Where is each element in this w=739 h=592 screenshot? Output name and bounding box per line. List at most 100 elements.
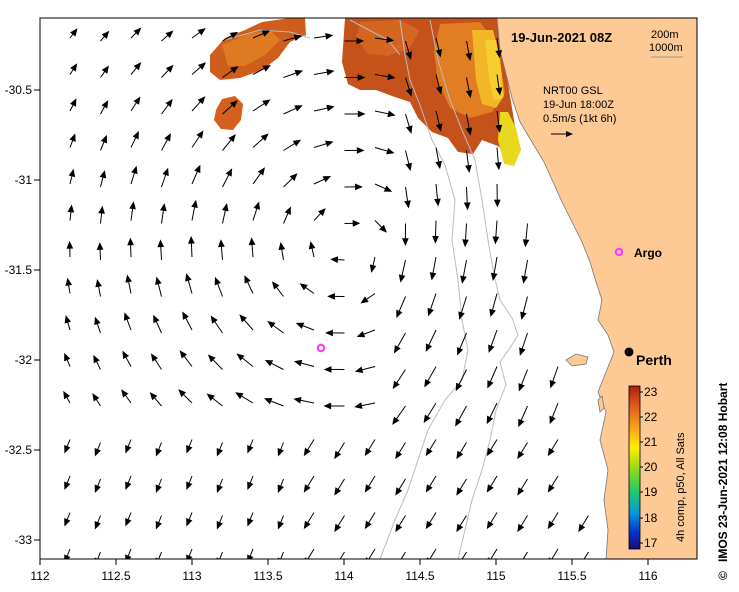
current-vector-head — [423, 414, 431, 424]
current-vector-head — [317, 208, 326, 217]
x-tick-label: 114 — [334, 569, 353, 583]
current-vector-head — [197, 62, 207, 70]
current-vector-head — [432, 235, 439, 244]
current-vector-head — [70, 63, 78, 72]
current-vector-head — [396, 309, 403, 319]
current-vector-head — [125, 518, 132, 527]
current-vector-head — [334, 487, 342, 496]
current-vector-head — [495, 124, 503, 133]
current-vector-head — [521, 275, 528, 284]
current-vector-head — [495, 50, 503, 59]
current-vector-head — [356, 147, 365, 154]
y-tick-label: -30.5 — [5, 83, 33, 97]
colorbar-tick-label: 23 — [644, 385, 658, 399]
current-vector-head — [247, 481, 254, 490]
current-vector-head — [293, 397, 302, 404]
current-vector-head — [157, 239, 165, 248]
plot-frame — [39, 17, 698, 560]
current-vector-head — [395, 523, 403, 533]
current-vector-head — [179, 350, 188, 359]
current-vector-head — [64, 352, 71, 362]
current-vector-head — [186, 445, 193, 454]
current-vector-head — [228, 134, 236, 143]
current-vector-head — [379, 224, 387, 233]
current-vector-head — [492, 236, 500, 245]
current-vector-head — [165, 64, 174, 73]
current-vector-head — [323, 402, 332, 410]
current-vector-head — [293, 34, 303, 41]
current-vector-head — [518, 561, 523, 567]
current-vector-head — [578, 523, 586, 533]
y-tick-labels: -30.5 -31 -31.5 -32 -32.5 -33 — [5, 83, 33, 547]
current-vector-head — [465, 127, 473, 136]
current-vector-head — [364, 484, 372, 493]
x-axis — [39, 559, 649, 565]
current-vector-head — [188, 235, 195, 244]
current-vector-head — [194, 164, 201, 174]
current-vector-head — [456, 347, 464, 356]
sst-patches — [210, 18, 521, 166]
current-vector-head — [547, 484, 555, 493]
current-vector-head — [518, 383, 525, 392]
current-vector-head — [495, 87, 503, 96]
x-tick-labels: 112 112.5 113 113.5 114 114.5 115 115.5 … — [30, 569, 657, 583]
current-vector-head — [122, 350, 130, 360]
isobath-deep-label: 1000m — [649, 42, 683, 54]
current-vector-head — [121, 389, 129, 398]
current-vector-head — [517, 450, 525, 460]
current-time-label: 19-Jun 18:00Z — [543, 99, 614, 111]
current-vector-head — [494, 162, 502, 171]
current-vector-head — [93, 354, 100, 364]
current-vector-head — [579, 561, 584, 567]
x-tick-label: 112 — [30, 569, 49, 583]
current-vector-head — [69, 133, 76, 142]
current-vector-head — [66, 240, 74, 249]
current-vector-head — [216, 521, 223, 530]
current-vector-head — [247, 518, 254, 527]
current-vector-head — [263, 398, 273, 405]
current-vector-head — [323, 366, 332, 373]
current-vector-head — [262, 99, 271, 107]
current-vector-head — [519, 347, 526, 356]
current-vector-head — [277, 521, 284, 530]
current-vector-head — [70, 28, 78, 37]
current-vector-head — [229, 31, 239, 39]
current-vector-head — [352, 219, 361, 227]
current-vector-head — [456, 487, 464, 496]
current-vector-head — [547, 520, 555, 530]
current-vector-head — [64, 518, 71, 527]
current-vector-head — [214, 276, 221, 286]
current-vector-head — [101, 30, 110, 39]
garden-island — [597, 395, 605, 413]
current-vector-head — [463, 202, 471, 211]
current-vector-head — [155, 521, 162, 530]
current-vector-head — [216, 484, 223, 493]
current-vector-head — [221, 203, 229, 212]
current-vector-head — [308, 241, 316, 250]
y-tick-label: -31.5 — [5, 263, 33, 277]
current-vector-head — [486, 520, 494, 530]
current-vector-head — [229, 100, 238, 108]
current-vector-head — [325, 140, 334, 148]
current-vector-head — [488, 344, 495, 353]
current-vector-head — [149, 392, 158, 401]
current-vector-head — [425, 484, 433, 493]
current-vector-head — [547, 447, 555, 457]
current-vector-head — [549, 379, 557, 389]
current-vector-head — [206, 393, 215, 401]
current-vector-head — [303, 520, 311, 530]
current-vector-head — [386, 147, 395, 155]
current-vector-head — [465, 164, 472, 173]
current-vector-head — [65, 277, 73, 286]
current-vector-head — [216, 448, 223, 457]
current-vector — [307, 548, 315, 559]
current-vector-head — [518, 418, 525, 428]
current-vector-head — [424, 378, 431, 388]
current-vector-head — [260, 133, 269, 142]
current-vector-head — [392, 416, 400, 425]
current-vector-head — [405, 51, 413, 60]
current-vector-head — [235, 392, 244, 400]
current-vector-head — [435, 49, 443, 58]
current-vector-head — [303, 447, 311, 457]
current-vector-head — [465, 89, 473, 99]
